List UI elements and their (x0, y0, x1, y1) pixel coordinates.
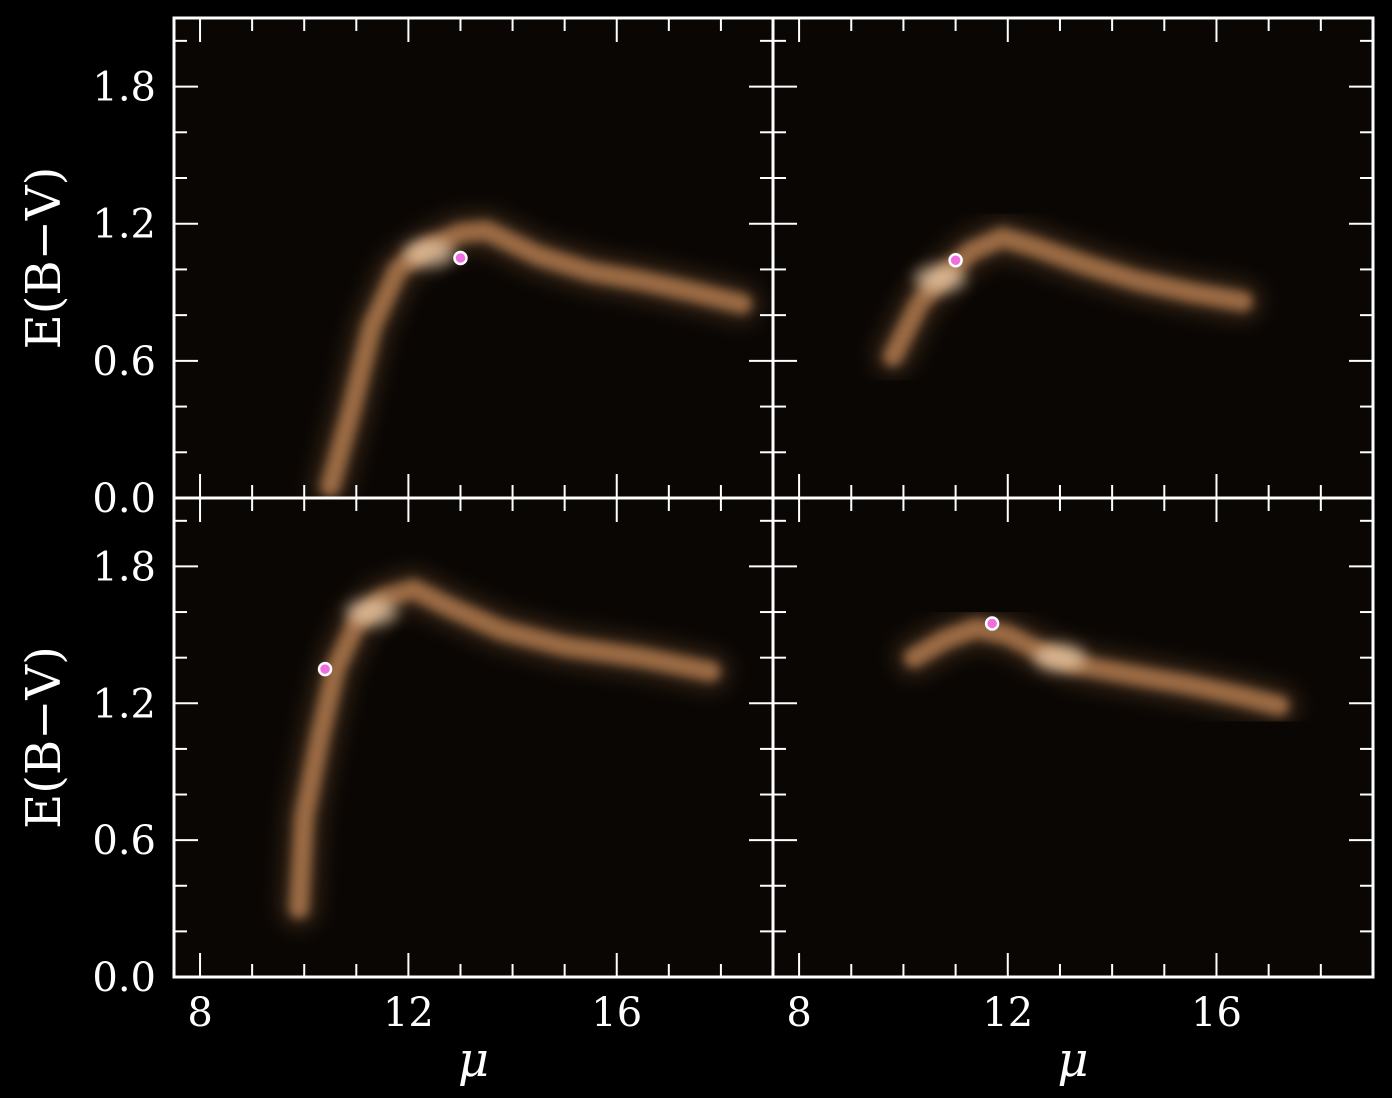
y-tick-label: 0.6 (92, 339, 156, 385)
panels-layer (174, 18, 1373, 977)
density-peak (403, 239, 456, 268)
marker-point (317, 661, 333, 677)
density-peak (345, 598, 398, 627)
x-axis-label: μ (1057, 1032, 1088, 1088)
x-tick-label: 16 (591, 990, 642, 1036)
panel-background (773, 498, 1373, 977)
panel-bottom-left (174, 498, 773, 977)
x-tick-label: 8 (187, 990, 212, 1036)
panel-background (174, 18, 773, 498)
ticks (773, 18, 1373, 498)
panel-top-right (773, 18, 1373, 498)
x-tick-label: 16 (1191, 990, 1242, 1036)
y-tick-label: 1.8 (92, 65, 156, 111)
panel-bottom-right (773, 498, 1373, 977)
panel-top-left (174, 18, 773, 498)
x-tick-label: 12 (383, 990, 434, 1036)
ticks (174, 498, 773, 977)
marker-point (984, 616, 1000, 631)
marker-point (453, 250, 468, 266)
y-tick-label: 0.0 (92, 476, 156, 522)
y-tick-label: 1.8 (92, 544, 156, 590)
density-peak (1033, 643, 1086, 672)
marker-point (948, 253, 963, 268)
frame-layer (172, 16, 1375, 979)
density-peak (913, 264, 966, 293)
x-tick-label: 8 (786, 990, 811, 1036)
x-axis-label: μ (458, 1032, 489, 1088)
x-tick-label: 12 (982, 990, 1033, 1036)
density-ridge (320, 220, 752, 497)
y-tick-label: 1.2 (92, 202, 156, 248)
ticks (773, 498, 1373, 977)
y-axis-label: E(B−V) (16, 646, 72, 829)
y-tick-label: 1.2 (92, 681, 156, 727)
density-ridge (289, 579, 721, 919)
y-tick-label: 0.0 (92, 955, 156, 1001)
ticks (174, 18, 773, 498)
y-axis-label: E(B−V) (16, 167, 72, 350)
labels-layer: 0.0 0.6 1.2 1.8 E(B−V) 0.0 0.6 1.2 1.8 E(B−V) 8 12 1… (16, 65, 1242, 1088)
panel-background (174, 498, 773, 977)
y-tick-label: 0.6 (92, 818, 156, 864)
